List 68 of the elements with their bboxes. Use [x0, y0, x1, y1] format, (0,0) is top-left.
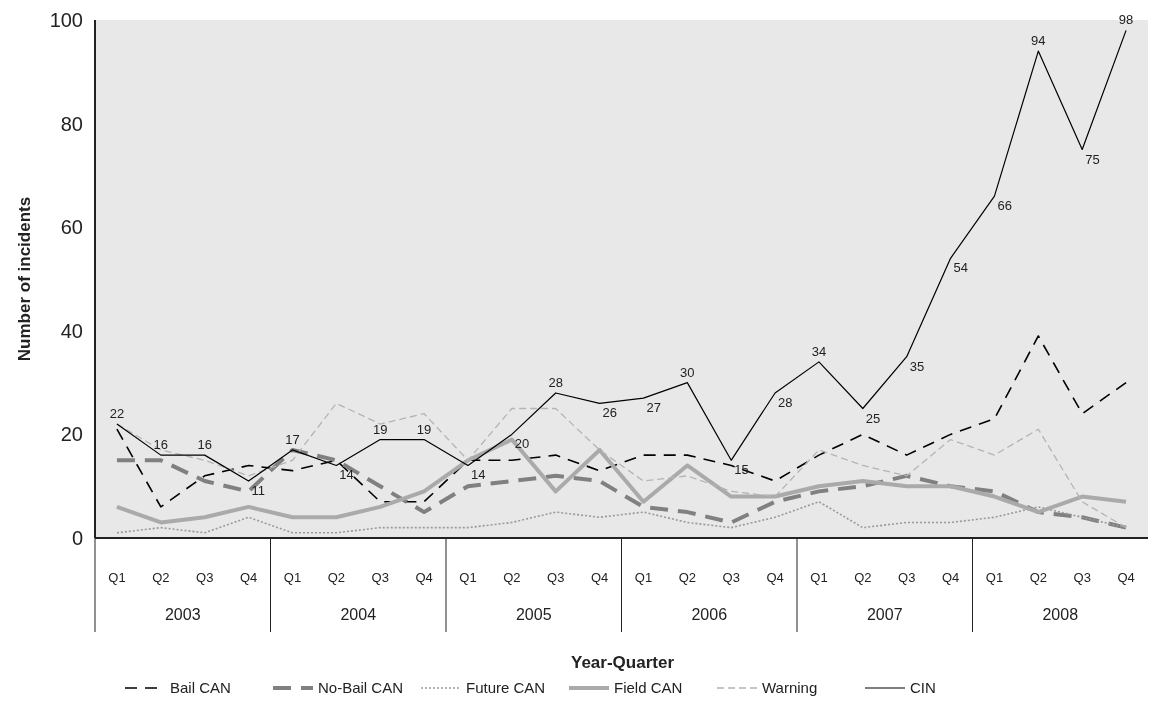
legend-label: Bail CAN: [170, 679, 231, 697]
data-label: 28: [548, 374, 563, 390]
x-tick-label: Q4: [590, 570, 609, 585]
data-label: 54: [953, 260, 969, 276]
y-tick-label: 40: [60, 319, 83, 342]
data-label: 19: [372, 421, 388, 437]
text: 2004: [340, 606, 377, 623]
x-tick-label: Q2: [327, 570, 345, 585]
x-tick-label: Q2: [503, 570, 521, 585]
data-label: 35: [909, 358, 925, 374]
x-tick-label: Q2: [1029, 570, 1047, 585]
data-label: 28: [778, 394, 793, 410]
y-axis-title: Number of incidents: [15, 196, 34, 362]
y-tick-label: 0: [71, 527, 83, 549]
data-label: 20: [514, 436, 530, 452]
data-label: 25: [865, 410, 881, 426]
x-tick-label: Q1: [283, 570, 302, 585]
text: 2007: [866, 606, 903, 623]
data-label: 14: [470, 467, 486, 483]
legend-label: Field CAN: [614, 679, 683, 697]
data-label: 30: [680, 364, 695, 380]
legend-label: Warning: [762, 679, 818, 697]
x-tick-label: Q3: [898, 570, 916, 585]
legend-label: No-Bail CAN: [318, 679, 404, 697]
x-tick-label: Q4: [766, 570, 784, 585]
data-label: 16: [153, 437, 169, 453]
x-tick-label: Q2: [152, 570, 170, 585]
text: 2003: [164, 606, 201, 623]
x-tick-label: Q4: [415, 570, 433, 585]
data-label: 19: [416, 421, 432, 437]
x-tick-label: Q4: [239, 570, 258, 585]
data-label: 66: [997, 198, 1012, 214]
legend-label: Future CAN: [466, 679, 546, 697]
data-label: 27: [646, 400, 661, 416]
x-tick-label: Q3: [722, 570, 740, 585]
data-label: 22: [109, 406, 125, 422]
data-label: 16: [197, 437, 212, 453]
text: 2008: [1042, 606, 1079, 623]
y-tick-label: 100: [49, 9, 83, 31]
x-tick-label: Q2: [854, 570, 872, 585]
y-tick-label: 20: [60, 423, 83, 446]
x-tick-label: Q3: [547, 570, 565, 585]
data-label: 98: [1118, 12, 1134, 28]
legend-label: CIN: [910, 679, 936, 697]
data-label: 75: [1085, 151, 1100, 167]
x-tick-label: Q1: [108, 570, 126, 585]
x-tick-label: Q1: [634, 570, 653, 585]
x-tick-label: Q1: [459, 570, 477, 585]
x-tick-label: Q1: [810, 570, 828, 585]
x-tick-label: Q3: [196, 570, 214, 585]
data-label: 17: [285, 431, 300, 447]
x-tick-label: Q2: [678, 570, 696, 585]
x-tick-label: Q3: [371, 570, 389, 585]
x-tick-label: Q4: [941, 570, 960, 585]
text: 2006: [691, 606, 728, 623]
x-tick-label: Q4: [1117, 570, 1135, 585]
data-label: 34: [811, 343, 827, 359]
data-label: 14: [339, 467, 354, 483]
y-tick-label: 60: [60, 216, 83, 239]
x-tick-label: Q1: [985, 570, 1004, 585]
data-label: 15: [734, 462, 749, 478]
x-tick-label: Q3: [1073, 570, 1091, 585]
data-label: 94: [1031, 33, 1046, 49]
text: 2005: [515, 606, 552, 623]
x-axis-title: Year-Quarter: [571, 653, 675, 672]
y-tick-label: 80: [60, 112, 83, 135]
data-label: 11: [251, 483, 266, 499]
data-label: 26: [602, 405, 618, 421]
